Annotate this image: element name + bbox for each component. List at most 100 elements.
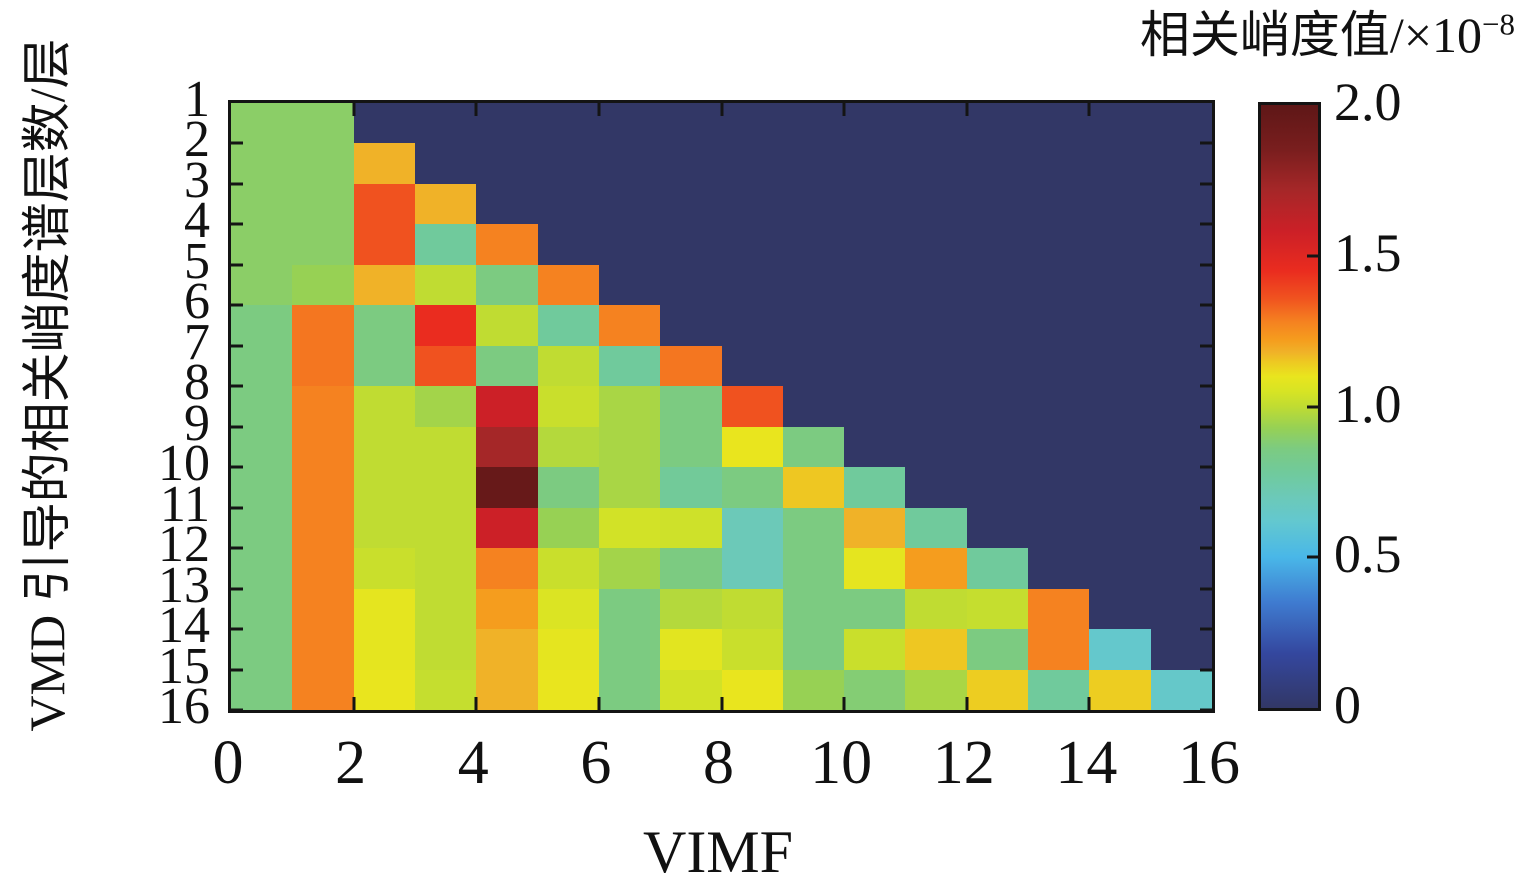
- heatmap-cell: [721, 669, 783, 710]
- heatmap-cell: [1150, 507, 1212, 549]
- heatmap-cell: [721, 548, 783, 589]
- heatmap-cell: [231, 143, 293, 184]
- y-tick-mark: [231, 627, 243, 631]
- y-tick-mark: [1200, 627, 1212, 631]
- heatmap-cell: [905, 467, 967, 508]
- heatmap-cell: [1150, 345, 1212, 387]
- heatmap-cell: [966, 103, 1029, 144]
- heatmap-cell: [537, 588, 599, 630]
- heatmap-cell: [1089, 669, 1151, 710]
- heatmap-cell: [1089, 507, 1151, 549]
- heatmap-cell: [1089, 426, 1151, 468]
- heatmap-cell: [353, 183, 415, 225]
- x-tick-label: 12: [932, 729, 995, 797]
- y-tick-mark: [231, 384, 243, 388]
- heatmap-cell: [476, 386, 538, 427]
- heatmap-cell: [292, 467, 354, 508]
- heatmap-cell: [1028, 588, 1090, 630]
- heatmap-cell: [414, 467, 477, 508]
- heatmap-cell: [1089, 183, 1151, 225]
- y-axis-title: VMD 引导的相关峭度谱层数/层: [19, 38, 75, 732]
- y-tick-mark: [231, 344, 243, 348]
- heatmap-cell: [1028, 143, 1090, 184]
- heatmap-cell: [476, 345, 538, 387]
- heatmap-cell: [537, 669, 599, 710]
- heatmap-cell: [782, 386, 845, 427]
- heatmap-cell: [782, 143, 845, 184]
- y-tick-mark: [231, 425, 243, 429]
- y-tick-mark: [231, 465, 243, 469]
- x-tick-mark: [474, 697, 478, 710]
- heatmap-cell: [537, 103, 599, 144]
- colorbar-tick-mark: [1307, 555, 1318, 559]
- heatmap-cell: [598, 224, 661, 265]
- heatmap-cell: [1150, 143, 1212, 184]
- y-tick-label: 3: [184, 151, 210, 209]
- heatmap-cell: [292, 426, 354, 468]
- heatmap-cell: [905, 183, 967, 225]
- heatmap-cell: [721, 345, 783, 387]
- heatmap-cell: [537, 264, 599, 306]
- heatmap-cell: [1150, 224, 1212, 265]
- x-tick-mark: [965, 103, 969, 116]
- y-tick-mark: [231, 141, 243, 145]
- heatmap-cell: [414, 588, 477, 630]
- heatmap-cell: [476, 548, 538, 589]
- heatmap-cell: [476, 103, 538, 144]
- colorbar-title: 相关峭度值/×10−8: [1140, 8, 1515, 63]
- heatmap-cell: [598, 669, 661, 710]
- heatmap-cell: [292, 669, 354, 710]
- heatmap-cell: [476, 143, 538, 184]
- y-tick-mark: [231, 182, 243, 186]
- x-tick-mark: [1087, 103, 1091, 116]
- heatmap-cell: [660, 548, 722, 589]
- heatmap-cell: [231, 183, 293, 225]
- heatmap-cell: [537, 305, 599, 346]
- heatmap-cell: [231, 103, 293, 144]
- heatmap-cell: [782, 669, 845, 710]
- heatmap-cell: [1089, 103, 1151, 144]
- heatmap-cell: [414, 143, 477, 184]
- y-tick-mark: [231, 708, 243, 712]
- heatmap-cell: [782, 224, 845, 265]
- y-tick-label: 16: [158, 678, 210, 735]
- heatmap-cell: [414, 426, 477, 468]
- heatmap-cell: [231, 548, 293, 589]
- heatmap-cell: [905, 103, 967, 144]
- heatmap-cell: [966, 345, 1029, 387]
- y-tick-mark: [1200, 708, 1212, 712]
- y-tick-mark: [1200, 384, 1212, 388]
- heatmap-cell: [844, 345, 906, 387]
- heatmap-cell: [537, 507, 599, 549]
- heatmap-cell: [353, 588, 415, 630]
- x-tick-mark: [352, 697, 356, 710]
- heatmap-cell: [721, 264, 783, 306]
- colorbar-tick-label: 0: [1334, 675, 1361, 735]
- heatmap-cell: [231, 305, 293, 346]
- y-tick-label: 12: [158, 516, 210, 574]
- heatmap-cell: [721, 467, 783, 508]
- heatmap-cell: [905, 305, 967, 346]
- y-tick-mark: [1200, 425, 1212, 429]
- y-tick-label: 8: [184, 354, 210, 412]
- heatmap-cell: [598, 548, 661, 589]
- heatmap-cell: [414, 507, 477, 549]
- heatmap-cell: [966, 507, 1029, 549]
- y-tick-label: 2: [184, 111, 210, 169]
- y-tick-label: 1: [184, 71, 210, 128]
- heatmap-cell: [353, 507, 415, 549]
- x-tick-mark: [352, 103, 356, 116]
- heatmap-cell: [1089, 386, 1151, 427]
- heatmap-cell: [905, 629, 967, 670]
- heatmap-cell: [1150, 103, 1212, 144]
- x-tick-mark: [720, 103, 723, 116]
- heatmap-cell: [1089, 264, 1151, 306]
- heatmap-cell: [966, 183, 1029, 225]
- x-tick-mark: [842, 103, 846, 116]
- heatmap-cell: [414, 386, 477, 427]
- heatmap-cell: [598, 103, 661, 144]
- heatmap-cell: [844, 143, 906, 184]
- heatmap-cell: [1028, 103, 1090, 144]
- heatmap-cell: [1089, 345, 1151, 387]
